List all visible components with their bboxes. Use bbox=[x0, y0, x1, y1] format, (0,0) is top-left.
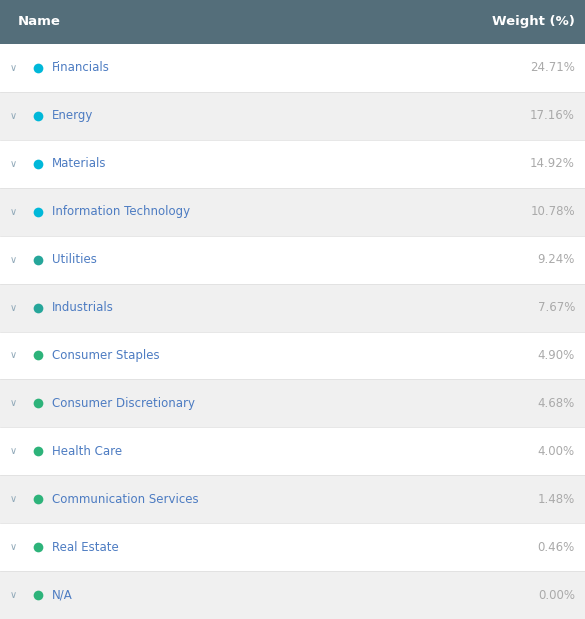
Text: Industrials: Industrials bbox=[52, 301, 114, 314]
Text: Utilities: Utilities bbox=[52, 253, 97, 266]
Text: Name: Name bbox=[18, 15, 61, 28]
Text: 4.00%: 4.00% bbox=[538, 445, 575, 458]
Text: Health Care: Health Care bbox=[52, 445, 122, 458]
Text: ∨: ∨ bbox=[9, 446, 16, 456]
Text: ∨: ∨ bbox=[9, 111, 16, 121]
Text: ∨: ∨ bbox=[9, 494, 16, 504]
Text: 9.24%: 9.24% bbox=[538, 253, 575, 266]
Text: N/A: N/A bbox=[52, 589, 73, 602]
FancyBboxPatch shape bbox=[0, 92, 585, 140]
Text: Energy: Energy bbox=[52, 110, 94, 123]
Text: Communication Services: Communication Services bbox=[52, 493, 199, 506]
FancyBboxPatch shape bbox=[0, 523, 585, 571]
Text: Materials: Materials bbox=[52, 157, 106, 170]
Text: ∨: ∨ bbox=[9, 159, 16, 169]
FancyBboxPatch shape bbox=[0, 284, 585, 332]
FancyBboxPatch shape bbox=[0, 44, 585, 92]
Text: 0.00%: 0.00% bbox=[538, 589, 575, 602]
FancyBboxPatch shape bbox=[0, 236, 585, 284]
FancyBboxPatch shape bbox=[0, 0, 585, 44]
Text: Consumer Discretionary: Consumer Discretionary bbox=[52, 397, 195, 410]
Text: Real Estate: Real Estate bbox=[52, 540, 119, 553]
FancyBboxPatch shape bbox=[0, 379, 585, 427]
FancyBboxPatch shape bbox=[0, 188, 585, 236]
FancyBboxPatch shape bbox=[0, 475, 585, 523]
Text: 10.78%: 10.78% bbox=[531, 206, 575, 219]
Text: 4.90%: 4.90% bbox=[538, 349, 575, 362]
FancyBboxPatch shape bbox=[0, 140, 585, 188]
Text: Financials: Financials bbox=[52, 61, 110, 74]
FancyBboxPatch shape bbox=[0, 427, 585, 475]
Text: 17.16%: 17.16% bbox=[530, 110, 575, 123]
Text: 0.46%: 0.46% bbox=[538, 540, 575, 553]
FancyBboxPatch shape bbox=[0, 332, 585, 379]
FancyBboxPatch shape bbox=[0, 571, 585, 619]
Text: 4.68%: 4.68% bbox=[538, 397, 575, 410]
Text: ∨: ∨ bbox=[9, 542, 16, 552]
Text: 1.48%: 1.48% bbox=[538, 493, 575, 506]
Text: 24.71%: 24.71% bbox=[530, 61, 575, 74]
Text: ∨: ∨ bbox=[9, 590, 16, 600]
Text: Consumer Staples: Consumer Staples bbox=[52, 349, 160, 362]
Text: Information Technology: Information Technology bbox=[52, 206, 190, 219]
Text: 7.67%: 7.67% bbox=[538, 301, 575, 314]
Text: Weight (%): Weight (%) bbox=[492, 15, 575, 28]
Text: ∨: ∨ bbox=[9, 63, 16, 73]
Text: ∨: ∨ bbox=[9, 350, 16, 360]
Text: ∨: ∨ bbox=[9, 207, 16, 217]
Text: ∨: ∨ bbox=[9, 303, 16, 313]
Text: 14.92%: 14.92% bbox=[530, 157, 575, 170]
Text: ∨: ∨ bbox=[9, 254, 16, 265]
Text: ∨: ∨ bbox=[9, 399, 16, 409]
